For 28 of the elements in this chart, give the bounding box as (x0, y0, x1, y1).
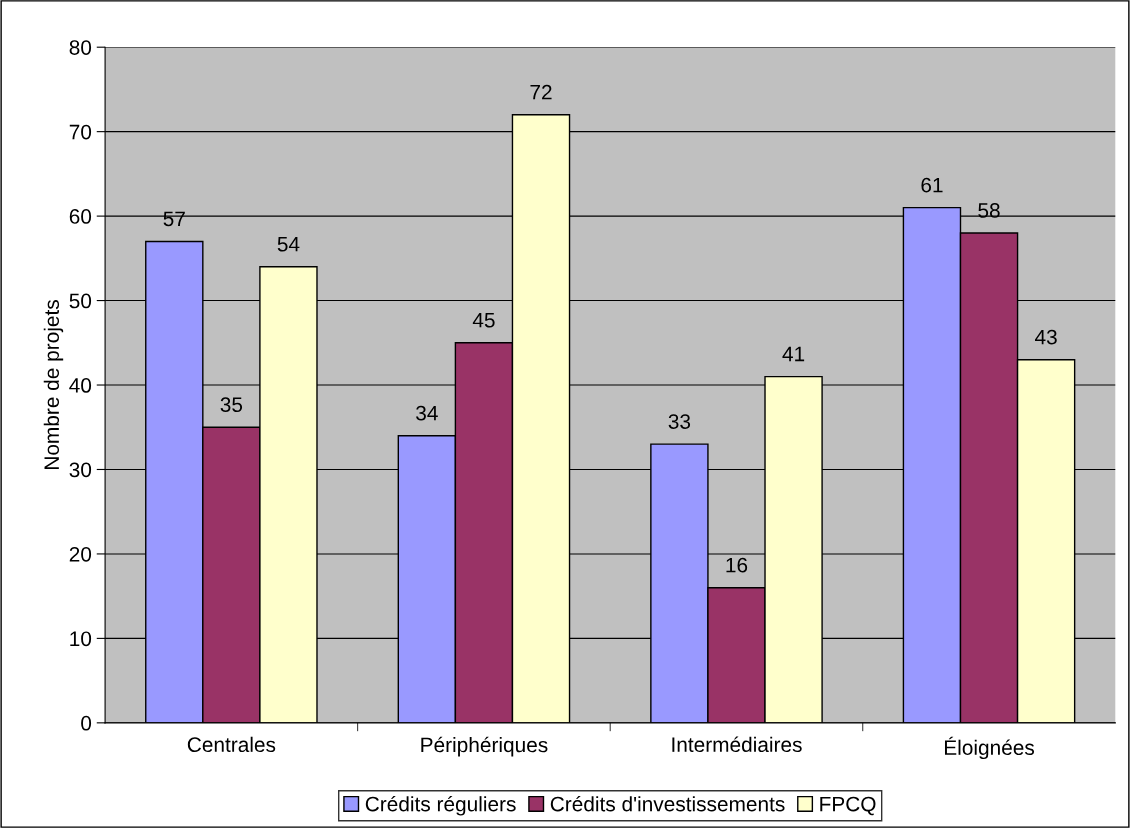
data-label: 41 (782, 346, 805, 362)
legend-label: Crédits réguliers (365, 795, 516, 816)
y-tick-label: 80 (69, 40, 92, 55)
y-tick-label: 70 (69, 124, 92, 140)
y-tick-label: 30 (69, 462, 92, 478)
data-label: 72 (530, 84, 552, 100)
x-tick-label: Centrales (187, 736, 276, 753)
legend-label: FPCQ (820, 796, 876, 816)
legend-label: Crédits d'investissements (550, 795, 785, 812)
y-tick-label: 40 (69, 378, 92, 393)
y-tick-label: 50 (69, 293, 92, 309)
data-label: 45 (472, 313, 495, 328)
y-tick-label: 0 (81, 715, 92, 731)
data-label: 16 (726, 557, 748, 573)
x-tick-label: Intermédiaires (672, 736, 802, 753)
data-label: 34 (416, 405, 438, 421)
x-tick-label: Éloignées (944, 736, 1035, 760)
y-tick-label: 20 (69, 546, 92, 562)
y-axis-title: Nombre de projets (43, 300, 64, 469)
data-label: 58 (978, 203, 1000, 218)
data-label: 33 (668, 414, 691, 429)
x-tick-label: Périphériques (421, 736, 548, 757)
data-label: 54 (277, 237, 300, 252)
data-label: 43 (1035, 329, 1057, 345)
y-tick-label: 60 (69, 209, 92, 224)
y-tick-label: 10 (70, 631, 92, 647)
data-label: 61 (921, 177, 943, 193)
data-label: 35 (220, 397, 243, 413)
